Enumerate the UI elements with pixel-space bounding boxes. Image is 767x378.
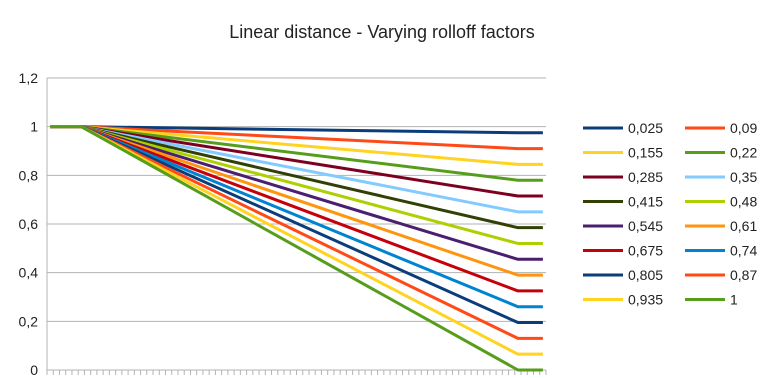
legend-label: 0,48 <box>730 194 757 210</box>
y-tick-label: 1 <box>30 119 38 135</box>
series-line <box>50 125 543 340</box>
y-axis: 0 0,2 0,4 0,6 0,8 1 1,2 <box>19 70 48 378</box>
x-axis <box>46 369 547 375</box>
legend-label: 0,35 <box>730 169 757 185</box>
legend-label: 0,025 <box>628 120 663 136</box>
legend-label: 0,22 <box>730 145 757 161</box>
legend-label: 0,415 <box>628 194 663 210</box>
y-tick-label: 0,6 <box>19 216 39 232</box>
chart-title: Linear distance - Varying rolloff factor… <box>229 22 534 42</box>
legend-label: 0,935 <box>628 292 663 308</box>
legend-label: 0,74 <box>730 243 757 259</box>
legend-label: 0,87 <box>730 267 757 283</box>
y-tick-label: 0,4 <box>19 265 39 281</box>
y-tick-label: 0 <box>30 362 38 378</box>
series-line <box>50 125 543 372</box>
legend-label: 0,545 <box>628 218 663 234</box>
legend-label: 0,61 <box>730 218 757 234</box>
y-tick-label: 0,8 <box>19 167 39 183</box>
series-line <box>50 125 543 325</box>
legend-label: 1 <box>730 292 738 308</box>
legend-label: 0,805 <box>628 267 663 283</box>
y-tick-label: 0,2 <box>19 313 39 329</box>
legend-label: 0,675 <box>628 243 663 259</box>
legend-label: 0,285 <box>628 169 663 185</box>
legend-label: 0,09 <box>730 120 757 136</box>
legend-label: 0,155 <box>628 145 663 161</box>
y-tick-label: 1,2 <box>19 70 39 86</box>
legend: 0,025 0,09 0,155 0,22 0,285 0,35 0,415 0,48 0,54… <box>583 120 757 308</box>
plot-area <box>50 125 543 372</box>
